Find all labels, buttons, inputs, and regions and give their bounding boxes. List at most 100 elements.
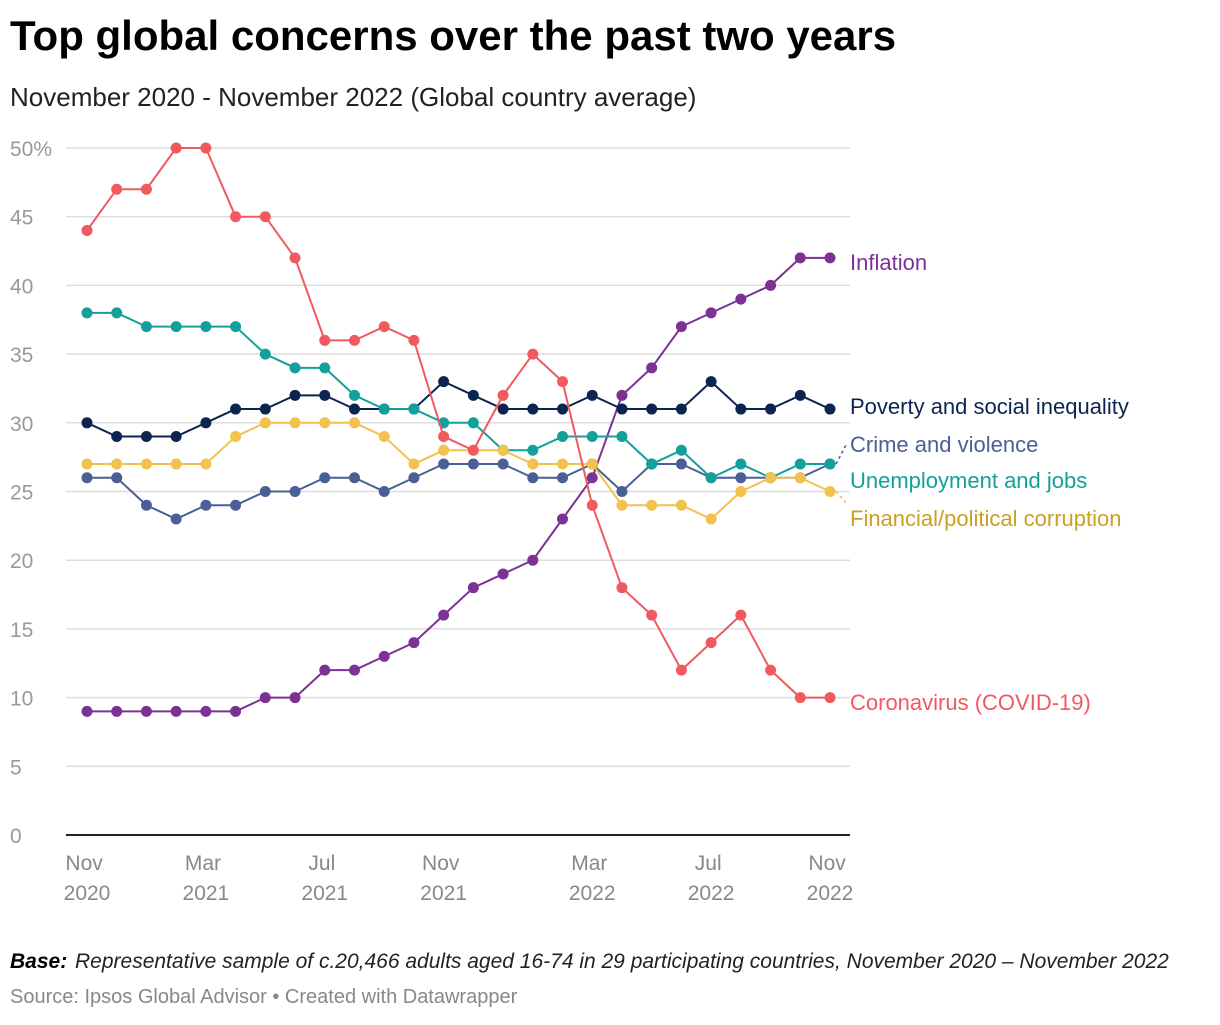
series-label: Financial/political corruption <box>850 506 1121 531</box>
data-point <box>81 224 93 236</box>
data-point <box>170 431 182 443</box>
data-point <box>81 458 93 470</box>
data-point <box>705 307 717 319</box>
data-point <box>824 692 836 704</box>
data-point <box>111 458 123 470</box>
data-point <box>259 417 271 429</box>
data-point <box>319 664 331 676</box>
data-point <box>765 664 777 676</box>
data-point <box>378 321 390 333</box>
data-point <box>259 692 271 704</box>
data-point <box>259 211 271 223</box>
data-point <box>765 472 777 484</box>
data-point <box>170 513 182 525</box>
data-point <box>646 362 658 374</box>
data-point <box>348 417 360 429</box>
data-point <box>586 472 598 484</box>
data-point <box>557 513 569 525</box>
data-point <box>111 307 123 319</box>
data-point <box>378 650 390 662</box>
data-point <box>557 431 569 443</box>
data-point <box>111 431 123 443</box>
source: Source: Ipsos Global Advisor • Created w… <box>10 986 518 1008</box>
x-tick-label: Jul 2022 <box>688 852 735 905</box>
data-point <box>259 486 271 497</box>
data-point <box>111 472 123 484</box>
y-tick-label: 10 <box>10 688 33 711</box>
data-point <box>408 637 420 649</box>
data-point <box>824 403 836 415</box>
data-point <box>348 389 360 401</box>
data-point <box>497 444 509 456</box>
data-point <box>140 458 152 470</box>
data-point <box>200 417 212 429</box>
data-point <box>319 362 331 374</box>
data-point <box>675 664 687 676</box>
data-point <box>467 444 479 456</box>
y-tick-label: 0 <box>10 825 22 848</box>
data-point <box>289 692 301 704</box>
data-point <box>497 403 509 415</box>
data-point <box>348 664 360 676</box>
data-point <box>378 486 390 497</box>
data-point <box>675 444 687 456</box>
data-point <box>557 472 569 484</box>
note-label: Base: <box>10 950 67 973</box>
data-point <box>230 431 242 443</box>
data-point <box>735 403 747 415</box>
data-point <box>438 609 450 621</box>
data-point <box>408 403 420 415</box>
data-point <box>616 486 628 497</box>
data-point <box>527 444 539 456</box>
data-point <box>675 458 687 470</box>
data-point <box>557 458 569 470</box>
data-point <box>675 403 687 415</box>
x-tick-label: Mar 2022 <box>569 852 616 905</box>
x-tick-label: Nov 2021 <box>420 852 467 905</box>
data-point <box>289 252 301 264</box>
data-point <box>705 472 717 484</box>
data-point <box>557 376 569 388</box>
data-point <box>378 431 390 443</box>
data-point <box>824 486 836 497</box>
data-point <box>527 472 539 484</box>
data-point <box>408 334 420 346</box>
data-point <box>140 431 152 443</box>
data-point <box>408 472 420 484</box>
data-point <box>438 444 450 456</box>
data-point <box>438 458 450 470</box>
data-point <box>230 211 242 223</box>
data-point <box>170 321 182 333</box>
data-point <box>735 458 747 470</box>
data-point <box>259 403 271 415</box>
data-point <box>557 403 569 415</box>
data-point <box>467 582 479 594</box>
data-point <box>140 705 152 717</box>
data-point <box>675 321 687 333</box>
data-point <box>794 458 806 470</box>
data-point <box>348 472 360 484</box>
data-point <box>438 431 450 443</box>
data-point <box>646 499 658 511</box>
series-label: Poverty and social inequality <box>850 394 1129 419</box>
data-point <box>140 499 152 511</box>
data-point <box>438 376 450 388</box>
data-point <box>586 389 598 401</box>
data-point <box>200 142 212 154</box>
series-line <box>87 311 830 479</box>
note: Representative sample of c.20,466 adults… <box>75 950 1169 973</box>
data-point <box>735 609 747 621</box>
y-tick-label: 5 <box>10 756 22 779</box>
data-point <box>230 705 242 717</box>
data-point <box>200 321 212 333</box>
data-point <box>319 472 331 484</box>
series-line <box>86 380 831 438</box>
data-point <box>824 458 836 470</box>
data-point <box>348 403 360 415</box>
data-point <box>586 431 598 443</box>
data-point <box>765 279 777 291</box>
series-line <box>86 147 830 699</box>
data-point <box>705 513 717 525</box>
data-point <box>646 458 658 470</box>
